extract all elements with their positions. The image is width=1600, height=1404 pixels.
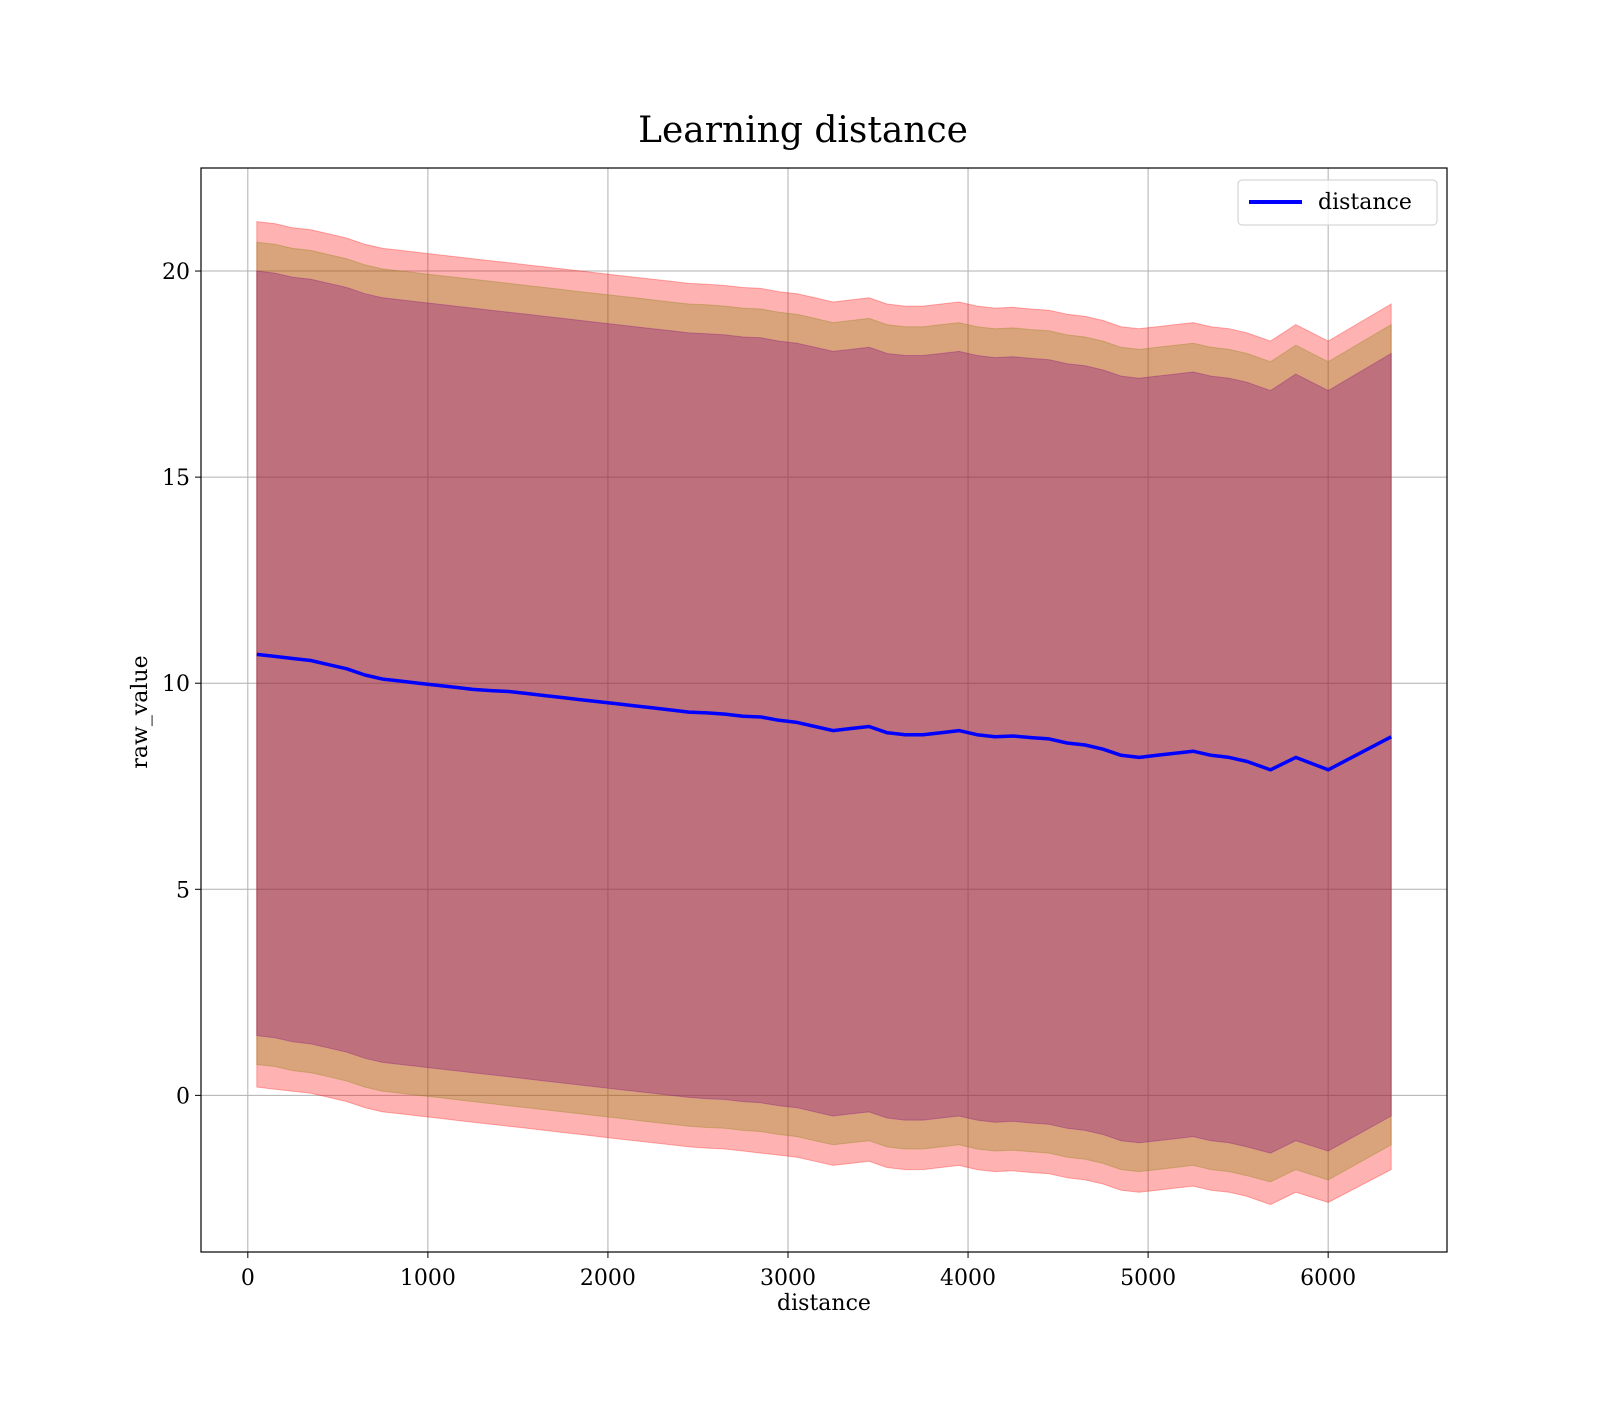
x-ticks: 0 1000 2000 3000 4000 5000 6000 (241, 1252, 1356, 1291)
x-axis-label: distance (777, 1291, 871, 1316)
y-tick-label: 15 (162, 466, 190, 491)
legend-box (1237, 179, 1438, 226)
y-axis-label: raw_value (128, 655, 153, 768)
x-tick-label: 5000 (1120, 1266, 1176, 1291)
legend-label: distance (1318, 190, 1412, 215)
y-tick-label: 0 (176, 1084, 190, 1109)
x-tick-label: 0 (241, 1266, 255, 1291)
y-tick-label: 5 (176, 878, 190, 903)
grid (201, 168, 1447, 1252)
bands (256, 221, 1392, 1206)
series-line-0 (256, 652, 1393, 772)
y-tick-label: 20 (162, 260, 190, 285)
band-1 (256, 241, 1392, 1183)
band-2 (256, 270, 1392, 1154)
series-lines (256, 652, 1393, 772)
x-tick-label: 1000 (400, 1266, 456, 1291)
x-tick-label: 3000 (760, 1266, 816, 1291)
chart-title: Learning distance (638, 110, 968, 151)
x-tick-label: 4000 (940, 1266, 996, 1291)
y-ticks: 0 5 10 15 20 (162, 260, 201, 1109)
band-0 (256, 221, 1392, 1206)
plot-frame (200, 167, 1448, 1253)
x-tick-label: 6000 (1300, 1266, 1356, 1291)
legend: distance (1237, 179, 1438, 226)
x-tick-label: 2000 (580, 1266, 636, 1291)
y-tick-label: 10 (162, 672, 190, 697)
